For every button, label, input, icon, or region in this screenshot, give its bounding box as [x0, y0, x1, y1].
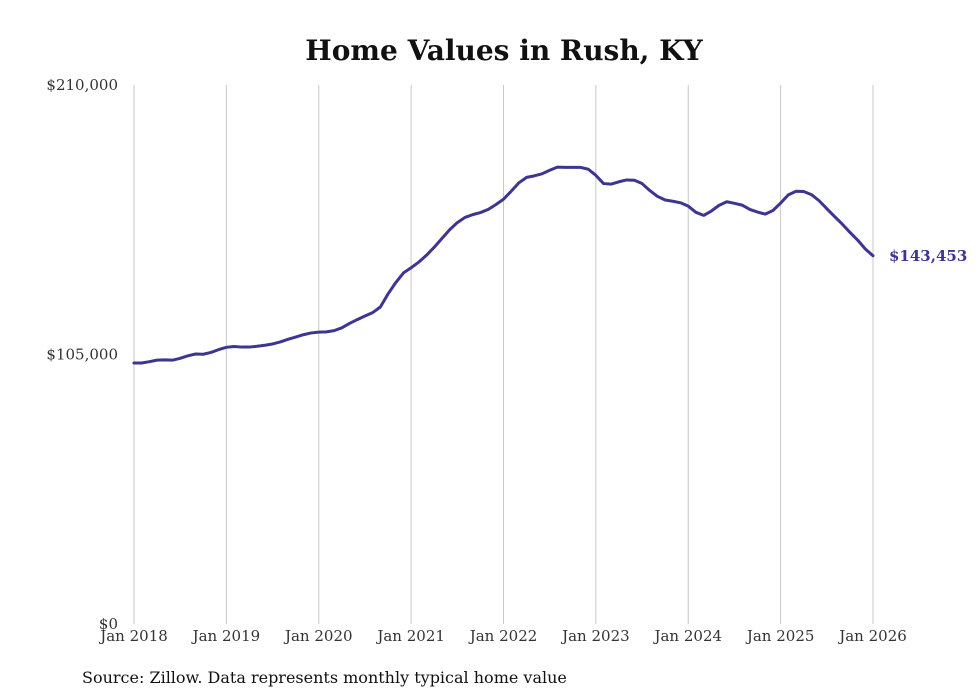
series-line-0: [132, 165, 875, 365]
x-tick-label: Jan 2018: [98, 627, 168, 645]
chart-title: Home Values in Rush, KY: [305, 34, 704, 67]
source-note: Source: Zillow. Data represents monthly …: [82, 668, 567, 687]
x-tick-label: Jan 2025: [745, 627, 815, 645]
y-tick-label: $0: [99, 615, 118, 633]
x-tick-label: Jan 2020: [283, 627, 353, 645]
gridlines: [133, 85, 874, 624]
x-tick-label: Jan 2021: [375, 627, 445, 645]
x-axis-ticks: Jan 2018 Jan 2019 Jan 2020 Jan 2021 Jan 2022…: [98, 627, 907, 645]
x-tick-label: Jan 2019: [191, 627, 261, 645]
series-layer: [132, 165, 875, 365]
end-label-layer: $143,453: [889, 247, 967, 265]
x-tick-label: Jan 2023: [560, 627, 630, 645]
x-tick-label: Jan 2022: [468, 627, 538, 645]
y-axis-ticks: $0 $105,000 $210,000: [46, 76, 118, 633]
x-tick-label: Jan 2026: [837, 627, 907, 645]
x-tick-label: Jan 2024: [652, 627, 722, 645]
y-tick-label: $210,000: [46, 76, 118, 94]
end-value-label: $143,453: [889, 247, 967, 265]
y-tick-label: $105,000: [46, 346, 118, 364]
